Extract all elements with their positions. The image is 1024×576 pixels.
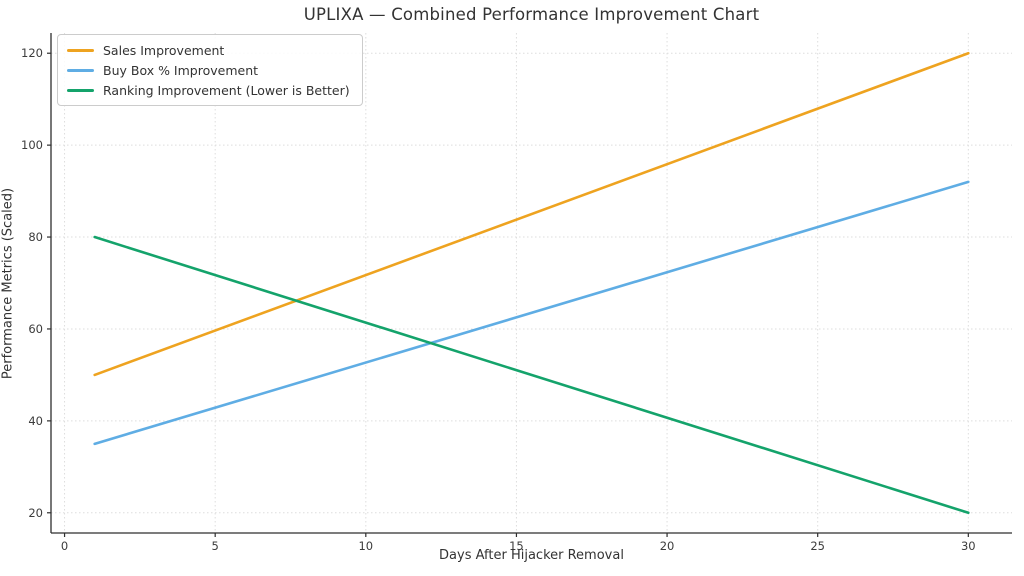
chart-title: UPLIXA — Combined Performance Improvemen… — [303, 5, 760, 24]
legend-item-buybox: Buy Box % Improvement — [67, 62, 350, 78]
y-tick-label: 80 — [28, 230, 43, 244]
x-axis-label: Days After Hijacker Removal — [439, 548, 624, 563]
x-tick-label: 5 — [212, 539, 219, 553]
legend-label-buybox: Buy Box % Improvement — [103, 62, 259, 78]
legend-item-ranking: Ranking Improvement (Lower is Better) — [67, 82, 350, 98]
legend-label-sales: Sales Improvement — [103, 42, 225, 58]
legend-swatch-sales — [67, 48, 94, 52]
y-axis-label: Performance Metrics (Scaled) — [0, 187, 16, 380]
y-tick-label: 40 — [28, 414, 43, 428]
y-tick-label: 60 — [28, 322, 43, 336]
y-tick-label: 20 — [28, 506, 43, 520]
x-tick-label: 15 — [509, 539, 524, 553]
y-tick-label: 120 — [21, 46, 43, 60]
legend-label-ranking: Ranking Improvement (Lower is Better) — [103, 82, 350, 98]
series-line-1 — [93, 180, 970, 446]
x-tick-label: 25 — [810, 539, 825, 553]
legend-item-sales: Sales Improvement — [67, 42, 350, 58]
legend-swatch-ranking — [67, 88, 94, 92]
legend-swatch-buybox — [67, 68, 94, 72]
x-tick-label: 20 — [660, 539, 675, 553]
x-tick-label: 10 — [358, 539, 373, 553]
series-line-2 — [93, 235, 970, 515]
chart-legend: Sales Improvement Buy Box % Improvement … — [57, 34, 363, 106]
x-tick-label: 30 — [961, 539, 976, 553]
series-line-0 — [93, 51, 970, 377]
x-tick-label: 0 — [61, 539, 68, 553]
y-tick-label: 100 — [21, 138, 43, 152]
